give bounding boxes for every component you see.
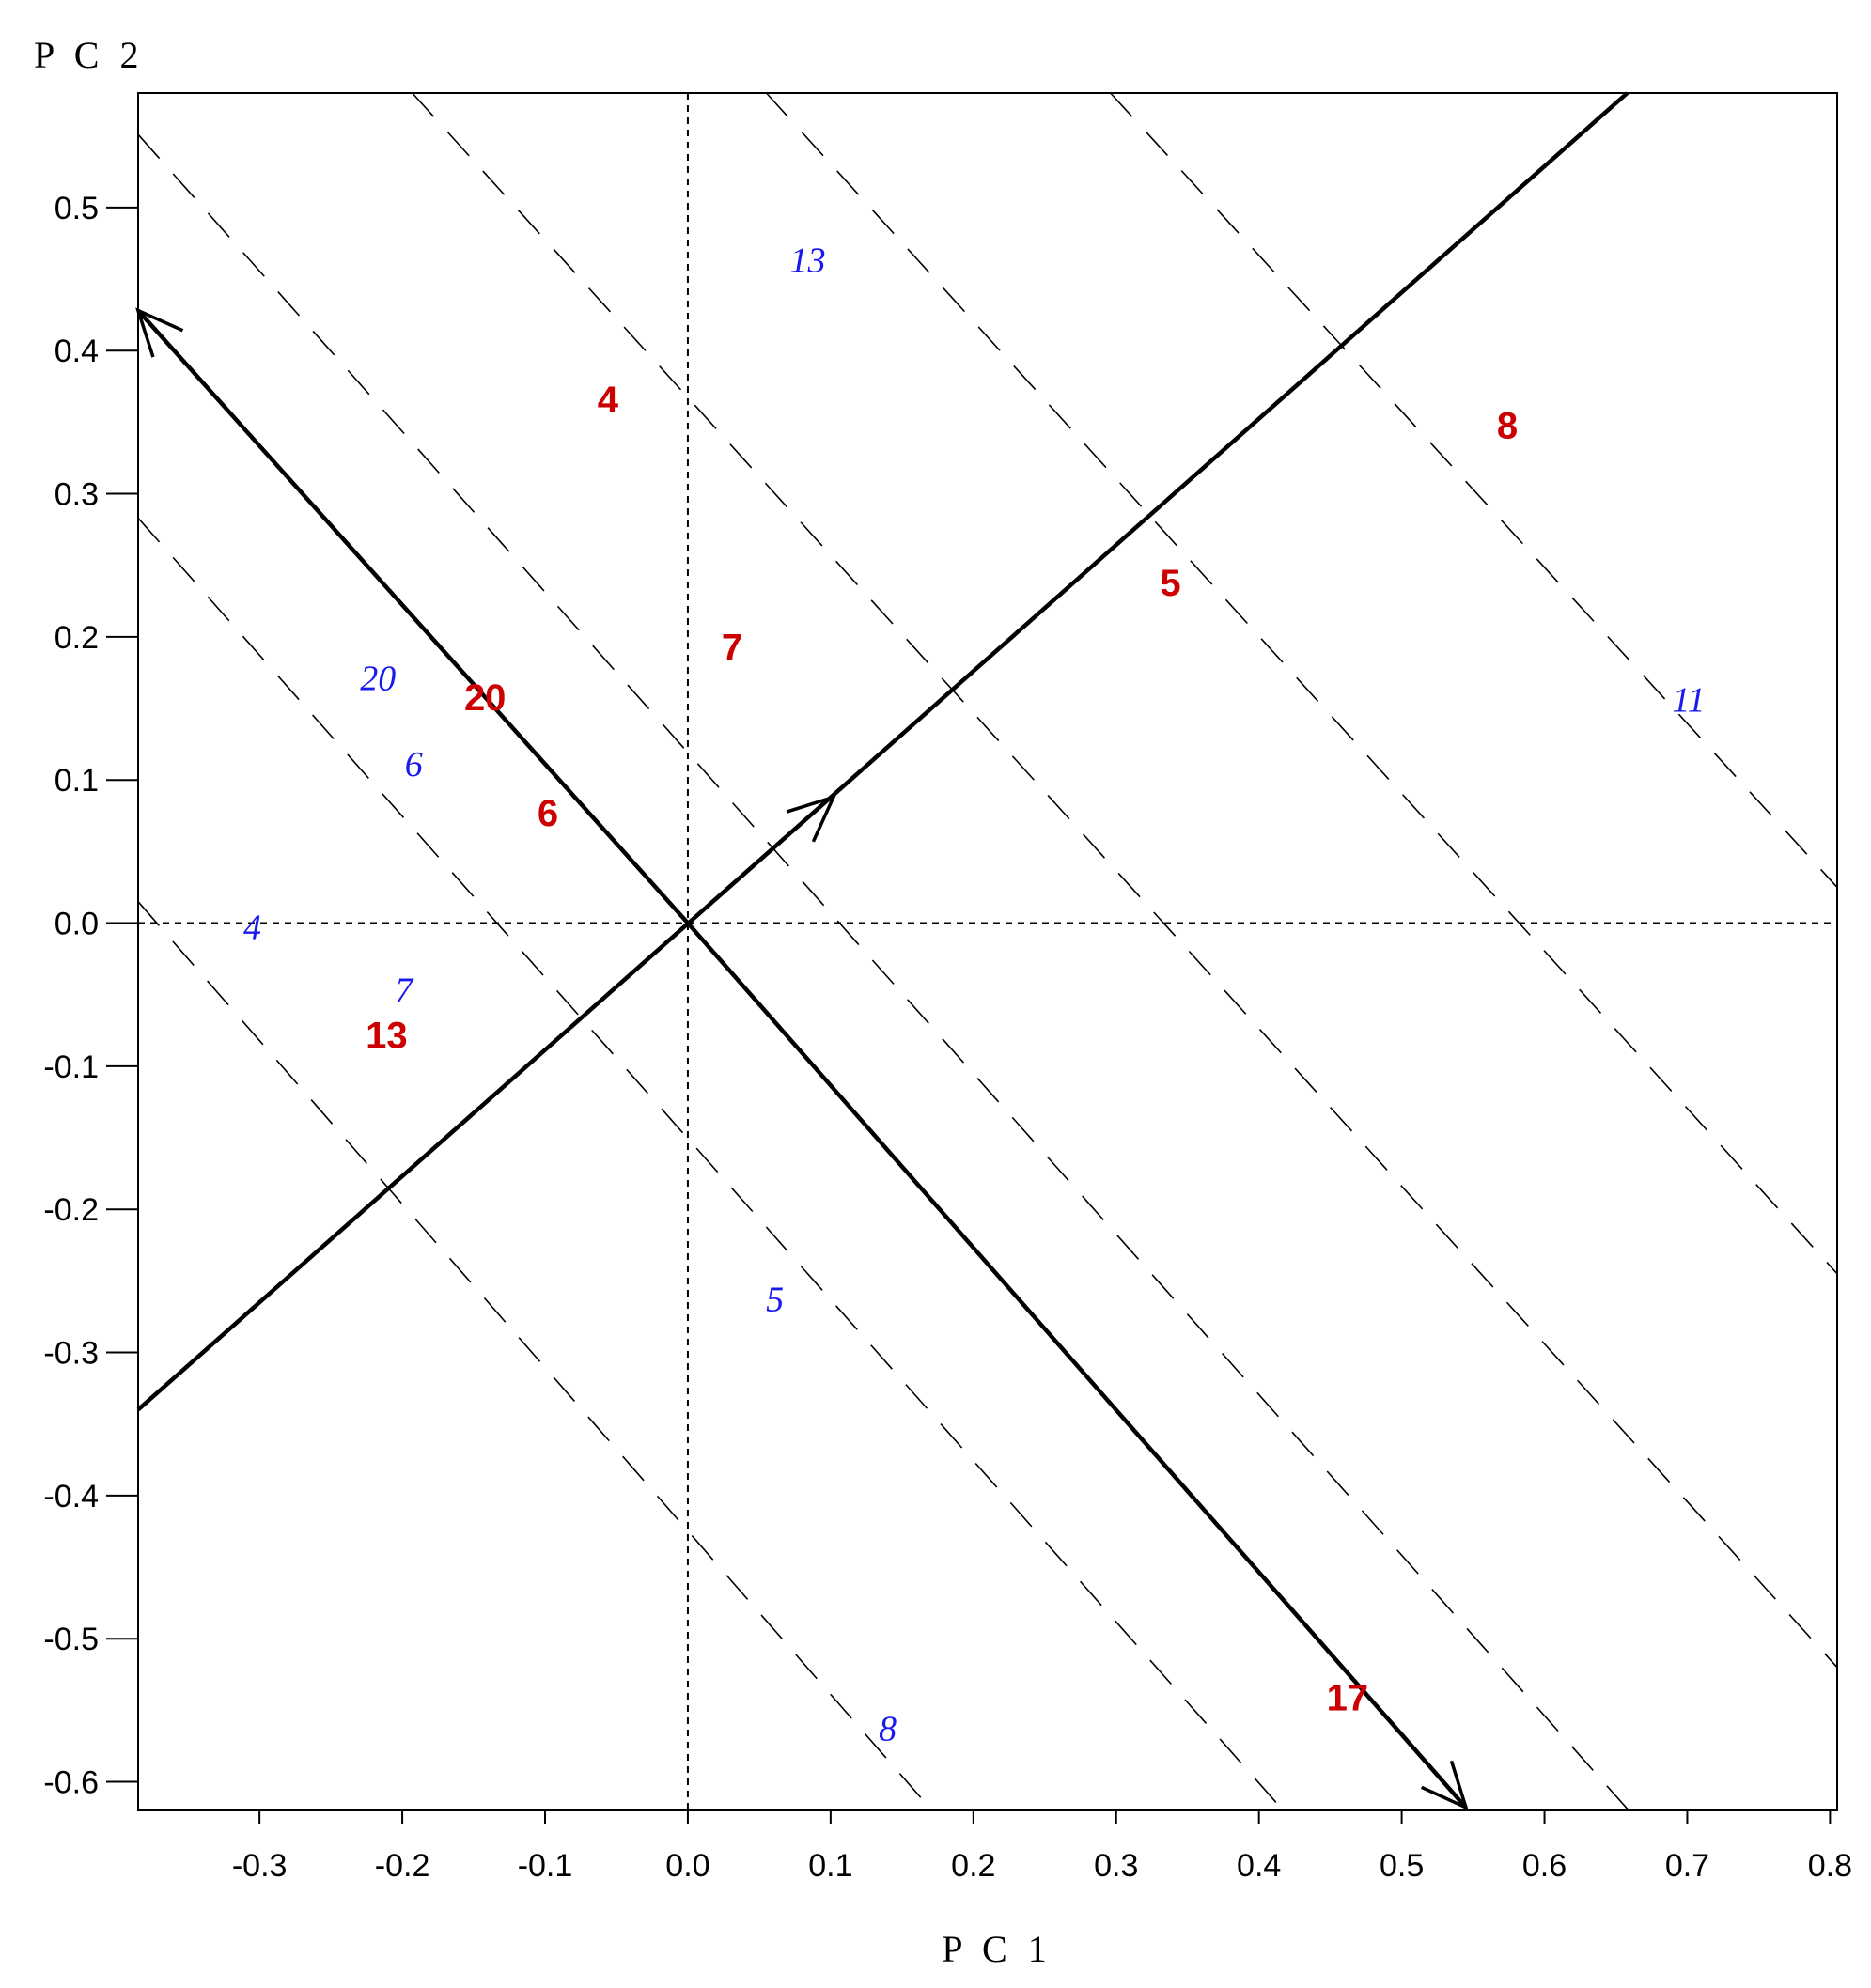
x-tick-label: 0.5 [1380, 1848, 1424, 1884]
point-label-blue: 13 [790, 241, 826, 281]
dashed-line-1 [137, 901, 933, 1811]
dashed-line-2 [137, 517, 1285, 1811]
solid-line-1 [136, 309, 690, 925]
dashed-line-4 [412, 92, 1838, 1669]
y-tick-label: 0.3 [55, 477, 99, 513]
y-axis-ticks: 0.5 0.4 0.3 0.2 0.1 0.0 -0.1 -0.2 -0.3 -0.4 -0.5 -0… [43, 191, 138, 1801]
point-label-blue: 4 [243, 909, 261, 948]
x-tick-label: -0.2 [375, 1848, 430, 1884]
dashed-line-6 [1110, 92, 1838, 888]
x-tick-label: 0.2 [951, 1848, 995, 1884]
point-label-blue: 6 [405, 745, 423, 784]
point-label-red: 20 [464, 677, 507, 719]
y-tick-label: -0.5 [43, 1622, 99, 1657]
x-tick-label: -0.1 [518, 1848, 573, 1884]
x-tick-label: -0.3 [232, 1848, 288, 1884]
x-tick-label: 0.6 [1522, 1848, 1567, 1884]
zero-lines [138, 93, 1837, 1810]
arrow-marker-1 [786, 794, 837, 843]
solid-line-3 [136, 91, 1629, 1412]
point-label-blue: 20 [360, 660, 396, 699]
y-tick-label: -0.4 [43, 1479, 99, 1514]
x-tick-label: 0.1 [808, 1848, 852, 1884]
y-tick-label: -0.3 [43, 1336, 99, 1372]
y-tick-label: -0.6 [43, 1765, 99, 1801]
dashed-line-5 [765, 92, 1838, 1275]
y-tick-label: -0.1 [43, 1049, 99, 1085]
x-tick-label: 0.0 [665, 1848, 709, 1884]
dashed-line-3 [137, 133, 1629, 1811]
point-label-blue: 5 [766, 1281, 784, 1320]
point-label-red: 5 [1160, 563, 1180, 604]
y-tick-label: 0.4 [55, 334, 99, 369]
y-tick-label: -0.2 [43, 1192, 99, 1228]
y-tick-label: 0.0 [55, 907, 99, 942]
y-axis-title: P C 2 [34, 34, 144, 76]
x-axis-ticks: -0.3 -0.2 -0.1 0.0 0.1 0.2 0.3 0.4 0.5 0.6 0.7 0.8 [232, 1810, 1852, 1884]
x-tick-label: 0.3 [1094, 1848, 1138, 1884]
y-tick-label: 0.2 [55, 620, 99, 656]
point-label-red: 8 [1497, 405, 1518, 446]
point-label-red: 4 [598, 380, 619, 421]
arrowhead-2 [1420, 1760, 1469, 1811]
solid-line-2 [686, 922, 1468, 1809]
data-points: 4 8 5 7 20 6 13 17 13 11 20 6 4 7 5 8 [243, 241, 1706, 1749]
point-label-red: 13 [366, 1015, 408, 1056]
y-tick-label: 0.1 [55, 763, 99, 799]
plot-frame [137, 92, 1838, 1811]
x-tick-label: 0.7 [1665, 1848, 1709, 1884]
x-tick-label: 0.4 [1237, 1848, 1281, 1884]
point-label-red: 17 [1327, 1678, 1369, 1719]
point-label-red: 6 [538, 793, 558, 834]
dashed-lines [137, 92, 1838, 1811]
point-label-blue: 8 [879, 1710, 897, 1749]
x-tick-label: 0.8 [1808, 1848, 1852, 1884]
x-axis-title: P C 1 [942, 1928, 1052, 1970]
point-label-blue: 7 [395, 971, 414, 1011]
solid-axis-lines [135, 91, 1629, 1811]
point-label-blue: 11 [1672, 680, 1705, 720]
point-label-red: 7 [722, 628, 742, 669]
y-tick-label: 0.5 [55, 191, 99, 226]
